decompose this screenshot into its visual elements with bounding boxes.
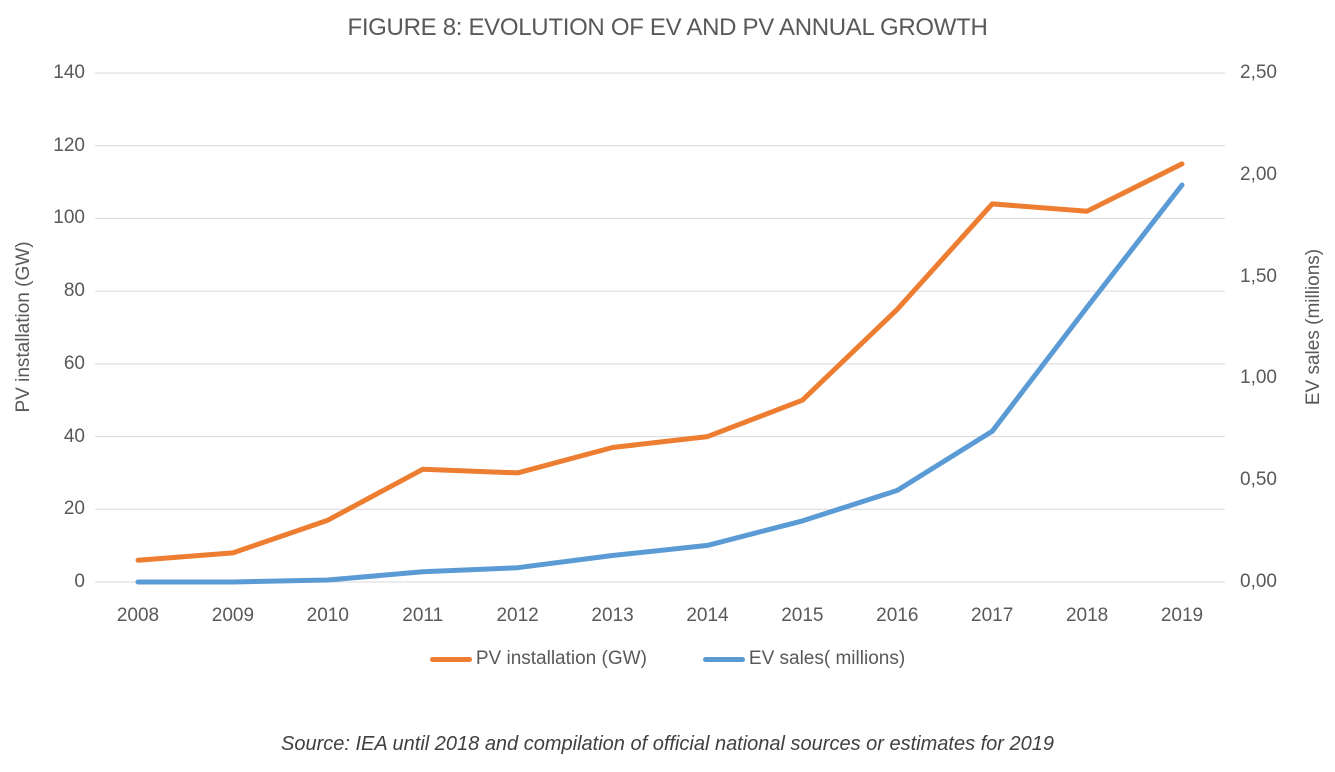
x-axis-tick-label: 2018 — [1065, 605, 1109, 626]
left-axis-tick-label: 40 — [63, 425, 85, 447]
left-axis-tick-label: 20 — [63, 498, 85, 520]
x-axis-tick-label: 2012 — [496, 605, 539, 626]
left-axis-tick-label: 60 — [63, 352, 85, 374]
right-axis-tick-label: 2,50 — [1240, 62, 1277, 83]
x-axis-tick-label: 2019 — [1160, 605, 1204, 626]
legend-item-ev: EV sales( millions) — [702, 648, 906, 670]
left-axis-tick-label: 120 — [53, 134, 85, 156]
right-axis-tick-label: 1,50 — [1240, 265, 1277, 287]
pv-line-swatch — [429, 656, 472, 662]
right-axis-tick-label: 0,50 — [1240, 469, 1277, 491]
right-axis-tick-label: 1,00 — [1240, 367, 1277, 389]
ev-line — [135, 182, 1185, 585]
left-axis-tick-label: 140 — [53, 62, 85, 83]
legend: PV installation (GW) EV sales( millions) — [0, 648, 1335, 670]
x-axis-tick-label: 2013 — [591, 605, 634, 626]
x-axis-tick-label: 2010 — [306, 605, 349, 626]
right-axis-tick-label: 0,00 — [1240, 571, 1277, 592]
x-axis-tick-label: 2014 — [686, 605, 729, 626]
plot-area — [95, 72, 1225, 585]
left-axis-tick-label: 80 — [63, 280, 85, 302]
x-axis-tick-label: 2008 — [116, 605, 160, 626]
x-axis-tick-label: 2017 — [971, 605, 1014, 626]
legend-item-pv: PV installation (GW) — [429, 648, 647, 670]
left-axis-tick-label: 100 — [53, 207, 85, 229]
x-axis-tick-label: 2016 — [876, 605, 919, 626]
right-axis-tick-label: 2,00 — [1240, 163, 1277, 185]
x-axis-tick-label: 2011 — [402, 605, 444, 626]
legend-label-ev: EV sales( millions) — [748, 648, 906, 669]
source-note: Source: IEA until 2018 and compilation o… — [280, 733, 1055, 755]
chart-title: FIGURE 8: EVOLUTION OF EV AND PV ANNUAL … — [347, 14, 988, 41]
x-axis-tick-label: 2015 — [781, 605, 824, 626]
left-axis-tick-label: 0 — [74, 571, 85, 592]
legend-label-pv: PV installation (GW) — [475, 648, 647, 669]
pv-line — [135, 161, 1185, 563]
x-axis-tick-label: 2009 — [211, 605, 255, 626]
ev-line-swatch — [702, 656, 745, 662]
